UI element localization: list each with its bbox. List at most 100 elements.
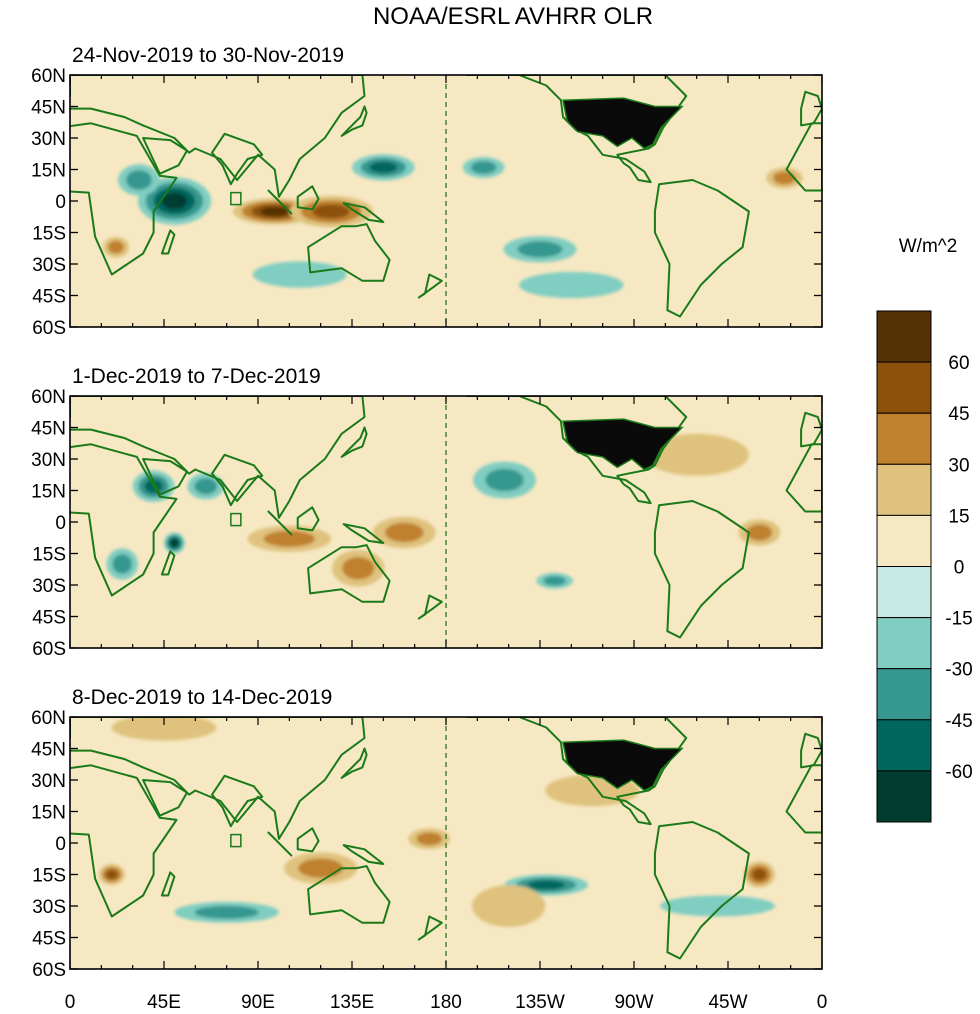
- coastline-newguinea: [342, 844, 385, 865]
- panel-3-y-axis: 60N 45N 30N 15N 0 15S 30S 45S 60S: [31, 708, 822, 981]
- y-tick-label: 45S: [32, 287, 66, 308]
- coastline-arabia: [142, 458, 188, 496]
- panel-2-anomaly-field: [106, 433, 781, 589]
- colorbar-label: -15: [945, 609, 972, 630]
- coastline-australia: [307, 223, 391, 282]
- coastline-newzealand: [417, 273, 443, 299]
- y-tick-label: 45S: [32, 608, 66, 629]
- coastline-africa: [70, 122, 178, 276]
- coastline-borneo: [296, 506, 320, 532]
- coastline-greenland: [727, 717, 763, 718]
- usa-state-boundaries: [562, 97, 684, 150]
- y-tick-label: 30S: [32, 576, 66, 597]
- coastline-africa_w: [785, 443, 822, 513]
- anomaly-feature: [519, 271, 624, 299]
- usa-state-boundaries: [562, 418, 684, 471]
- colorbar-label: -45: [945, 711, 972, 732]
- coastline-africa: [70, 443, 178, 597]
- coastline-greenland: [727, 75, 763, 76]
- y-tick-label: 15S: [32, 224, 66, 245]
- coastline-newguinea: [342, 523, 385, 544]
- y-tick-label: 60N: [31, 708, 66, 729]
- anomaly-feature: [107, 240, 124, 254]
- x-tick-label: 180: [430, 992, 462, 1013]
- colorbar-label: -60: [945, 762, 972, 783]
- y-tick-label: 60S: [32, 639, 66, 660]
- colorbar-box: [876, 719, 932, 772]
- y-tick-label: 30N: [31, 771, 66, 792]
- coastline-sumatra: [267, 831, 293, 857]
- anomaly-feature: [527, 880, 565, 890]
- coastline-greenland: [727, 396, 763, 397]
- coastline-sumatra: [267, 189, 293, 215]
- colorbar-units: W/m^2: [899, 236, 958, 257]
- coastline-southamerica: [653, 500, 750, 639]
- panel-2-coastlines: [70, 396, 822, 639]
- coastline-eurasia: [70, 396, 366, 519]
- coastline-africa_w: [785, 122, 822, 192]
- coastline-sumatra: [267, 510, 293, 536]
- coastline-arabia: [142, 137, 188, 175]
- y-tick-label: 60N: [31, 387, 66, 408]
- y-tick-label: 15N: [31, 803, 66, 824]
- y-tick-label: 45N: [31, 419, 66, 440]
- colorbar: W/m^2 60 45 30 15 0 -15 -30 -45 -60: [876, 236, 973, 823]
- coastline-southamerica: [653, 821, 750, 960]
- x-tick-label: 0: [65, 992, 76, 1013]
- coastline-eurasia: [70, 717, 366, 840]
- y-tick-label: 60N: [31, 66, 66, 87]
- y-tick-label: 30S: [32, 897, 66, 918]
- y-tick-label: 15N: [31, 161, 66, 182]
- y-tick-label: 60S: [32, 318, 66, 339]
- colorbar-label: -30: [945, 660, 972, 681]
- coastline-africa: [70, 764, 178, 918]
- colorbar-box: [876, 514, 932, 568]
- colorbar-label: 15: [948, 506, 969, 527]
- anomaly-feature: [470, 160, 497, 174]
- y-tick-label: 30N: [31, 450, 66, 471]
- anomaly-feature: [111, 717, 217, 741]
- anomaly-feature: [416, 832, 443, 846]
- coastline-madagascar: [160, 229, 176, 255]
- panel-1-coastlines: [70, 75, 822, 318]
- anomaly-feature: [517, 241, 563, 258]
- colorbar-box: [876, 361, 932, 414]
- panel-1-anomaly-field: [102, 154, 803, 299]
- panel-3-coastlines: [70, 717, 822, 960]
- coastline-newzealand: [417, 915, 443, 941]
- y-tick-label: 15S: [32, 545, 66, 566]
- usa-state-boundaries: [562, 739, 684, 792]
- anomaly-feature: [126, 170, 152, 190]
- panel-2-x-ticks: [69, 396, 823, 648]
- colorbar-box: [876, 770, 932, 823]
- coastline-newguinea: [342, 202, 385, 223]
- anomaly-feature: [384, 522, 424, 543]
- coastline-japan: [340, 426, 368, 458]
- x-tick-label: 90W: [614, 992, 653, 1013]
- anomaly-feature: [472, 885, 546, 927]
- x-tick-label: 135W: [515, 992, 565, 1013]
- coastline-southamerica: [653, 179, 750, 318]
- coastline-australia: [307, 865, 391, 924]
- coastline-madagascar: [160, 871, 176, 897]
- x-tick-label: 90E: [241, 992, 275, 1013]
- coastline-japan: [340, 747, 368, 779]
- anomaly-feature: [369, 161, 398, 174]
- panel-1-subtitle: 24-Nov-2019 to 30-Nov-2019: [72, 44, 344, 67]
- x-tick-label: 135E: [330, 992, 374, 1013]
- colorbar-labels: 60 45 30 15 0 -15 -30 -45 -60: [945, 353, 972, 783]
- x-tick-label: 45E: [147, 992, 181, 1013]
- anomaly-feature: [298, 858, 344, 878]
- coastline-eurasia: [70, 75, 366, 198]
- anomaly-feature: [263, 530, 316, 547]
- y-tick-label: 0: [55, 192, 66, 213]
- coastline-borneo: [296, 185, 320, 211]
- y-tick-label: 45N: [31, 98, 66, 119]
- colorbar-label: 45: [948, 404, 969, 425]
- colorbar-boxes: [876, 310, 932, 823]
- anomaly-feature: [746, 524, 773, 541]
- anomaly-feature: [644, 433, 749, 476]
- colorbar-box: [876, 668, 932, 721]
- island-outline: [230, 512, 242, 527]
